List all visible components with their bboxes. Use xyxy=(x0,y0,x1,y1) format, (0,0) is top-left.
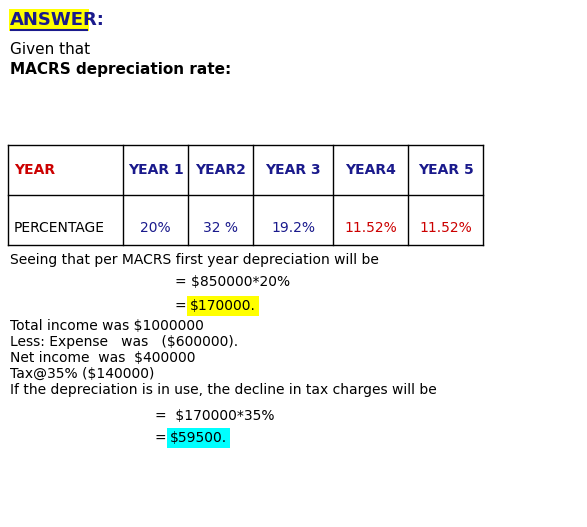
Text: MACRS depreciation rate:: MACRS depreciation rate: xyxy=(10,62,231,77)
Text: YEAR4: YEAR4 xyxy=(345,163,396,177)
Text: Less: Expense   was   ($600000).: Less: Expense was ($600000). xyxy=(10,335,238,349)
Text: Total income was $1000000: Total income was $1000000 xyxy=(10,319,204,333)
Text: PERCENTAGE: PERCENTAGE xyxy=(14,220,105,235)
Text: YEAR 5: YEAR 5 xyxy=(417,163,473,177)
Text: Given that: Given that xyxy=(10,42,90,57)
FancyBboxPatch shape xyxy=(9,9,89,31)
Text: $170000.: $170000. xyxy=(190,299,256,313)
Text: $59500.: $59500. xyxy=(170,431,227,445)
Text: ANSWER:: ANSWER: xyxy=(10,11,105,29)
Text: Tax@35% ($140000): Tax@35% ($140000) xyxy=(10,367,154,381)
Text: YEAR2: YEAR2 xyxy=(195,163,246,177)
Text: = $850000*20%: = $850000*20% xyxy=(175,275,290,289)
Text: =: = xyxy=(155,431,171,445)
Text: YEAR 3: YEAR 3 xyxy=(265,163,321,177)
Text: 11.52%: 11.52% xyxy=(344,220,397,235)
Text: =: = xyxy=(175,299,191,313)
Text: 19.2%: 19.2% xyxy=(271,220,315,235)
Text: Net income  was  $400000: Net income was $400000 xyxy=(10,351,195,365)
Text: Seeing that per MACRS first year depreciation will be: Seeing that per MACRS first year depreci… xyxy=(10,253,379,267)
Text: YEAR 1: YEAR 1 xyxy=(127,163,183,177)
Text: 20%: 20% xyxy=(140,220,171,235)
Text: 11.52%: 11.52% xyxy=(419,220,472,235)
Text: =  $170000*35%: = $170000*35% xyxy=(155,409,275,423)
Text: If the depreciation is in use, the decline in tax charges will be: If the depreciation is in use, the decli… xyxy=(10,383,437,397)
Text: YEAR: YEAR xyxy=(14,163,55,177)
Text: 32 %: 32 % xyxy=(203,220,238,235)
